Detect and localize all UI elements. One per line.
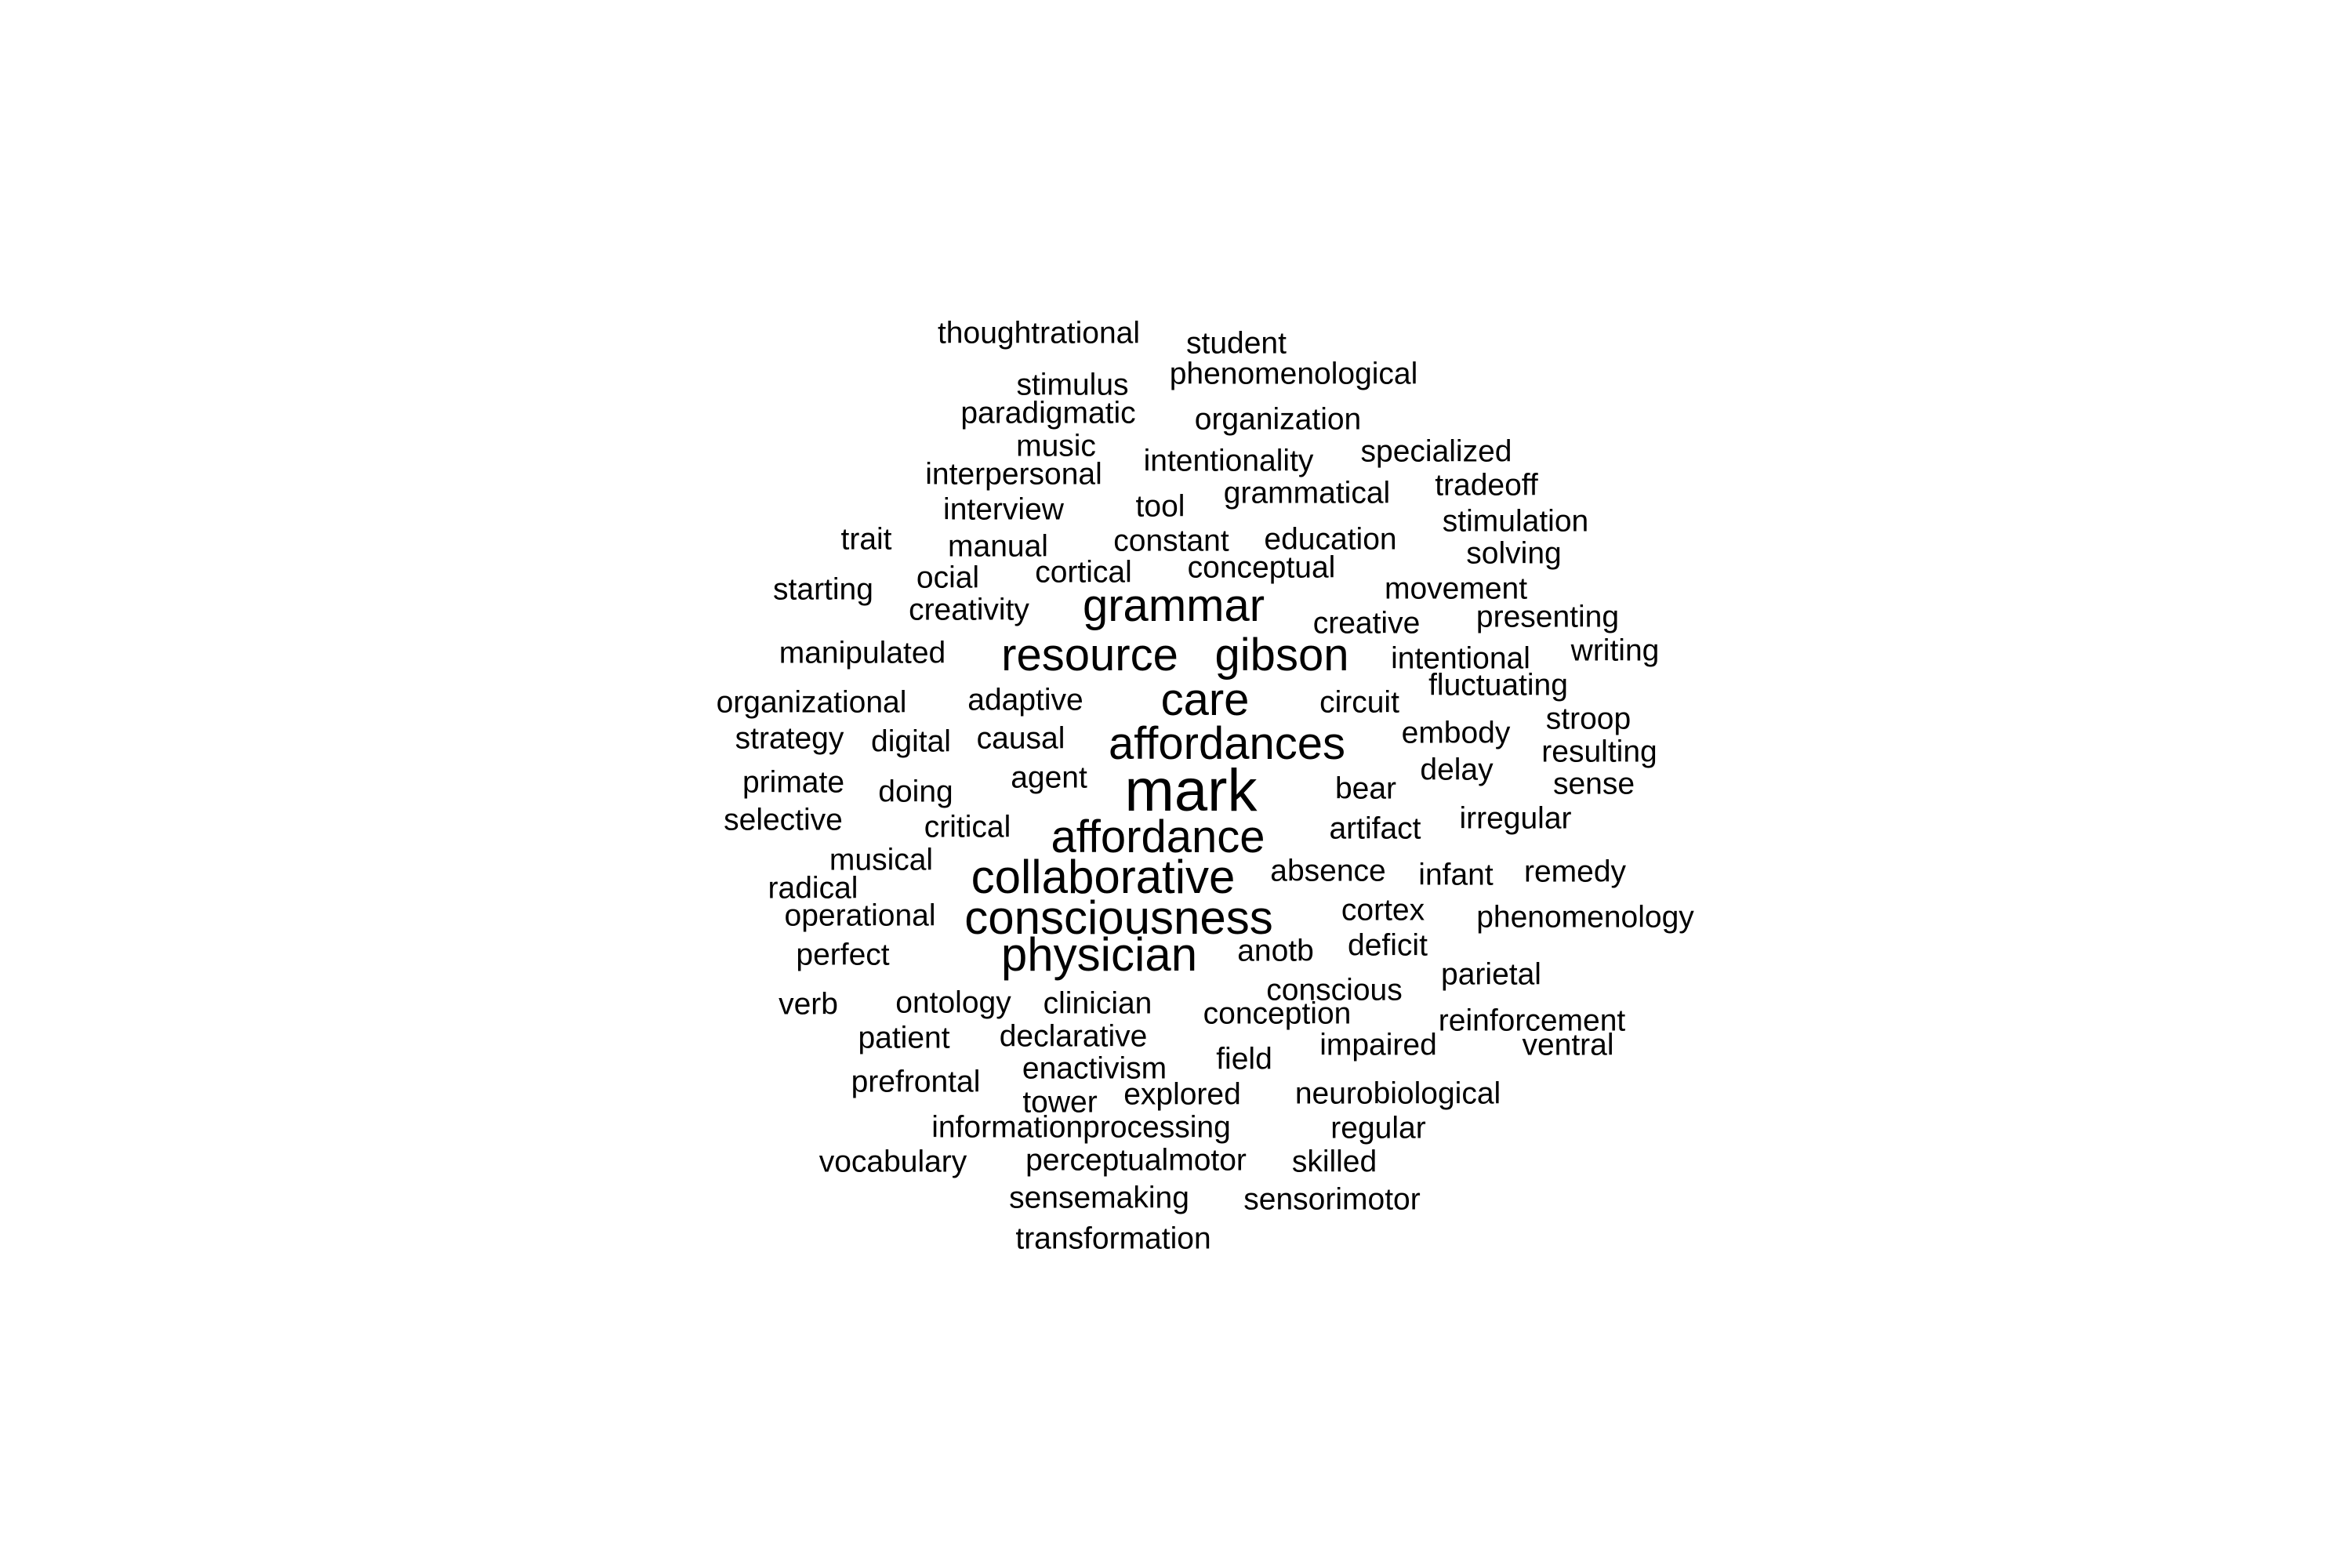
word-organizational: organizational (716, 685, 907, 720)
word-stimulation: stimulation (1442, 504, 1589, 539)
word-radical: radical (768, 871, 858, 906)
word-ventral: ventral (1522, 1028, 1614, 1062)
word-musical: musical (829, 843, 934, 877)
word-intentional: intentional (1391, 641, 1530, 676)
word-constant: constant (1113, 524, 1229, 558)
word-music: music (1016, 429, 1096, 463)
word-cortical: cortical (1035, 555, 1132, 590)
word-remedy: remedy (1523, 855, 1627, 889)
word-presenting: presenting (1475, 600, 1620, 634)
word-ocial: ocial (916, 561, 980, 595)
word-starting: starting (773, 572, 873, 607)
word-stimulus: stimulus (1016, 368, 1129, 402)
word-solving: solving (1466, 536, 1562, 571)
word-stroop: stroop (1545, 702, 1632, 736)
word-doing: doing (878, 775, 953, 809)
word-movement: movement (1384, 572, 1528, 606)
word-affordance: affordance (1051, 811, 1265, 862)
word-selective: selective (724, 803, 843, 837)
word-ontology: ontology (895, 985, 1011, 1020)
word-resource: resource (1001, 630, 1178, 681)
word-artifact: artifact (1329, 811, 1421, 846)
word-bear: bear (1334, 771, 1397, 806)
word-regular: regular (1330, 1111, 1426, 1145)
word-collaborative: collaborative (971, 851, 1236, 903)
word-reinforcement: reinforcement (1438, 1004, 1626, 1038)
word-care: care (1160, 674, 1250, 725)
word-impaired: impaired (1319, 1028, 1437, 1062)
word-physician: physician (1000, 928, 1198, 981)
word-organization: organization (1194, 402, 1362, 437)
word-field: field (1216, 1042, 1272, 1076)
word-resulting: resulting (1541, 735, 1657, 769)
word-strategy: strategy (735, 721, 844, 756)
word-anotb: anotb (1237, 934, 1314, 968)
word-perceptualmotor: perceptualmotor (1025, 1143, 1247, 1178)
word-perfect: perfect (796, 938, 890, 972)
word-education: education (1264, 522, 1397, 557)
word-tradeoff: tradeoff (1435, 468, 1538, 503)
word-manual: manual (948, 529, 1048, 564)
word-intentionality: intentionality (1143, 444, 1314, 478)
word-creative: creative (1312, 606, 1421, 641)
word-grammatical: grammatical (1223, 476, 1391, 510)
word-explored: explored (1123, 1077, 1241, 1112)
word-clinician: clinician (1043, 986, 1152, 1021)
word-trait: trait (840, 522, 892, 557)
word-specialized: specialized (1360, 434, 1512, 469)
word-thoughtrational: thoughtrational (937, 316, 1141, 350)
word-creativity: creativity (909, 593, 1029, 627)
word-tower: tower (1022, 1085, 1098, 1120)
word-embody: embody (1401, 716, 1511, 750)
word-affordances: affordances (1108, 718, 1346, 769)
word-circuit: circuit (1319, 685, 1399, 720)
word-student: student (1186, 326, 1287, 361)
word-sensemaking: sensemaking (1009, 1181, 1189, 1215)
word-deficit: deficit (1348, 928, 1428, 963)
word-phenomenology: phenomenology (1476, 900, 1694, 935)
word-delay: delay (1420, 753, 1494, 787)
word-informationprocessing: informationprocessing (931, 1110, 1231, 1145)
word-patient: patient (858, 1021, 950, 1055)
word-sense: sense (1552, 767, 1635, 801)
word-conscious: conscious (1266, 973, 1403, 1007)
word-declarative: declarative (999, 1019, 1148, 1054)
word-phenomenological: phenomenological (1169, 357, 1418, 391)
word-irregular: irregular (1459, 801, 1572, 836)
word-mark: mark (1124, 757, 1258, 824)
word-verb: verb (779, 987, 838, 1022)
word-parietal: parietal (1441, 957, 1541, 992)
word-conception: conception (1203, 996, 1352, 1031)
word-transformation: transformation (1015, 1221, 1211, 1256)
word-primate: primate (742, 765, 845, 800)
word-causal: causal (976, 721, 1065, 756)
word-gibson: gibson (1214, 630, 1349, 681)
word-agent: agent (1011, 760, 1087, 795)
word-cortex: cortex (1341, 893, 1425, 927)
word-neurobiological: neurobiological (1294, 1076, 1501, 1111)
word-prefrontal: prefrontal (851, 1065, 981, 1099)
word-vocabulary: vocabulary (818, 1145, 967, 1179)
word-grammar: grammar (1082, 580, 1265, 631)
word-adaptive: adaptive (967, 683, 1083, 717)
word-absence: absence (1270, 854, 1386, 888)
word-digital: digital (871, 724, 951, 759)
word-enactivism: enactivism (1022, 1051, 1167, 1086)
word-manipulated: manipulated (779, 636, 946, 670)
word-interpersonal: interpersonal (925, 457, 1102, 492)
word-paradigmatic: paradigmatic (960, 396, 1136, 430)
word-sensorimotor: sensorimotor (1243, 1182, 1421, 1217)
word-skilled: skilled (1291, 1145, 1377, 1179)
word-operational: operational (784, 898, 936, 933)
word-critical: critical (924, 810, 1011, 844)
word-writing: writing (1570, 633, 1660, 668)
word-interview: interview (943, 492, 1064, 527)
word-fluctuating: fluctuating (1428, 668, 1568, 702)
word-consciousness: consciousness (964, 891, 1273, 944)
word-infant: infant (1418, 858, 1494, 892)
word-tool: tool (1135, 489, 1185, 524)
word-conceptual: conceptual (1187, 550, 1336, 585)
